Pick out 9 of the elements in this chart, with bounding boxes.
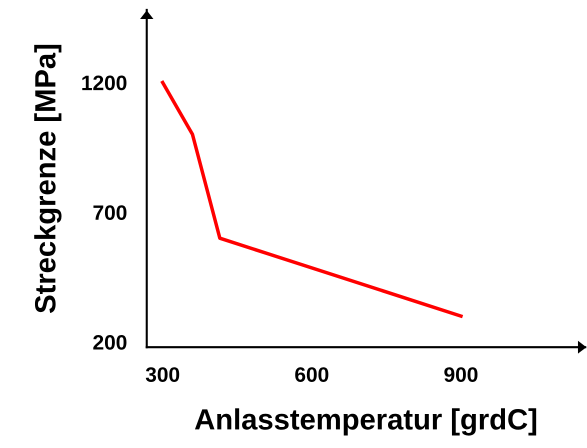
y-tick-label: 700: [93, 205, 126, 220]
y-tick-label: 200: [93, 335, 126, 350]
x-tick-label: 600: [295, 367, 328, 382]
x-axis-title: Anlasstemperatur [grdC]: [194, 408, 536, 436]
y-tick-label: 1200: [82, 76, 126, 90]
y-axis-title: Streckgrenze [MPa]: [34, 44, 62, 314]
x-tick-label: 300: [146, 367, 180, 382]
line-series: [160, 80, 463, 318]
x-tick-label: 900: [444, 367, 478, 382]
